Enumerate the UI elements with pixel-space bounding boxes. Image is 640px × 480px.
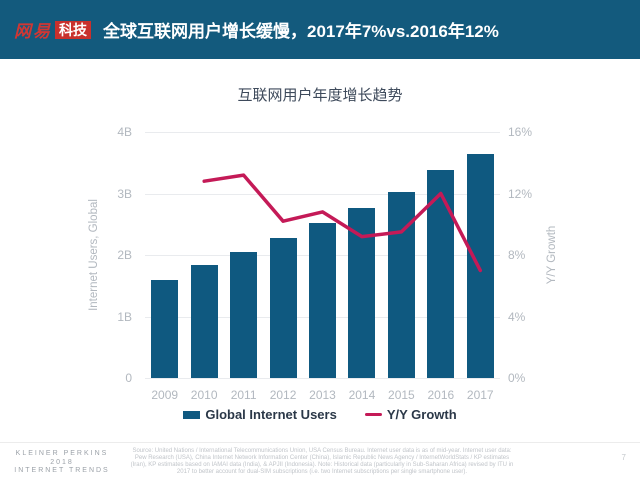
- left-tick-1B: 1B: [117, 309, 132, 324]
- right-tick-16%: 16%: [508, 125, 533, 139]
- header-bar: 网易 科技 全球互联网用户增长缓慢，2017年7%vs.2016年12%: [0, 0, 640, 59]
- line-swatch-icon: [364, 412, 382, 417]
- bar-2009: [151, 280, 179, 378]
- x-label-2013: 2013: [309, 388, 336, 402]
- x-label-2009: 2009: [151, 388, 179, 402]
- bar-swatch-icon: [183, 410, 201, 419]
- kleiner-perkins-brand: KLEINER PERKINS 2018 INTERNET TRENDS: [8, 450, 116, 476]
- x-label-2014: 2014: [348, 388, 376, 402]
- netease-tech-logo: 网易 科技: [14, 17, 91, 42]
- bar-2017: [466, 153, 494, 378]
- x-label-2012: 2012: [269, 388, 297, 402]
- gridline: [145, 378, 500, 379]
- brand-line: KLEINER PERKINS: [15, 450, 109, 457]
- left-tick-3B: 3B: [117, 186, 132, 201]
- legend-item-line: Y/Y Growth: [364, 407, 457, 422]
- yy-growth-line: [202, 173, 483, 273]
- bar-2011: [230, 251, 258, 378]
- right-tick-0%: 0%: [508, 371, 526, 385]
- legend-label: Global Internet Users: [205, 407, 337, 422]
- left-tick-4B: 4B: [117, 125, 132, 139]
- x-label-2010: 2010: [190, 388, 218, 402]
- legend-label: Y/Y Growth: [386, 407, 457, 422]
- bar-2012: [269, 237, 297, 378]
- gridline: [145, 132, 500, 133]
- brand-line: 2018: [50, 458, 74, 466]
- page-title: 全球互联网用户增长缓慢，2017年7%vs.2016年12%: [103, 22, 499, 41]
- left-tick-0: 0: [125, 371, 132, 385]
- source-note: Source: United Nations / International T…: [130, 448, 514, 475]
- page-number: 7: [621, 453, 626, 462]
- right-tick-8%: 8%: [508, 248, 526, 262]
- tech-logo-badge: 科技: [55, 20, 91, 39]
- x-label-2015: 2015: [388, 388, 415, 402]
- chart-title: 互联网用户年度增长趋势: [237, 87, 403, 104]
- chart-legend: Global Internet Users Y/Y Growth: [0, 407, 640, 422]
- left-tick-2B: 2B: [117, 248, 132, 262]
- right-tick-12%: 12%: [508, 186, 533, 201]
- gridline: [145, 193, 500, 195]
- x-label-2016: 2016: [427, 388, 455, 402]
- bar-2010: [190, 265, 218, 378]
- bar-2013: [309, 223, 336, 378]
- x-label-2017: 2017: [466, 388, 494, 402]
- plot-area: [145, 132, 500, 379]
- right-tick-4%: 4%: [508, 309, 526, 324]
- brand-line: INTERNET TRENDS: [14, 467, 110, 474]
- x-label-2011: 2011: [230, 388, 257, 402]
- netease-logo-text: 网易: [14, 22, 52, 41]
- footer: KLEINER PERKINS 2018 INTERNET TRENDS Sou…: [0, 442, 640, 480]
- legend-item-bars: Global Internet Users: [183, 407, 337, 422]
